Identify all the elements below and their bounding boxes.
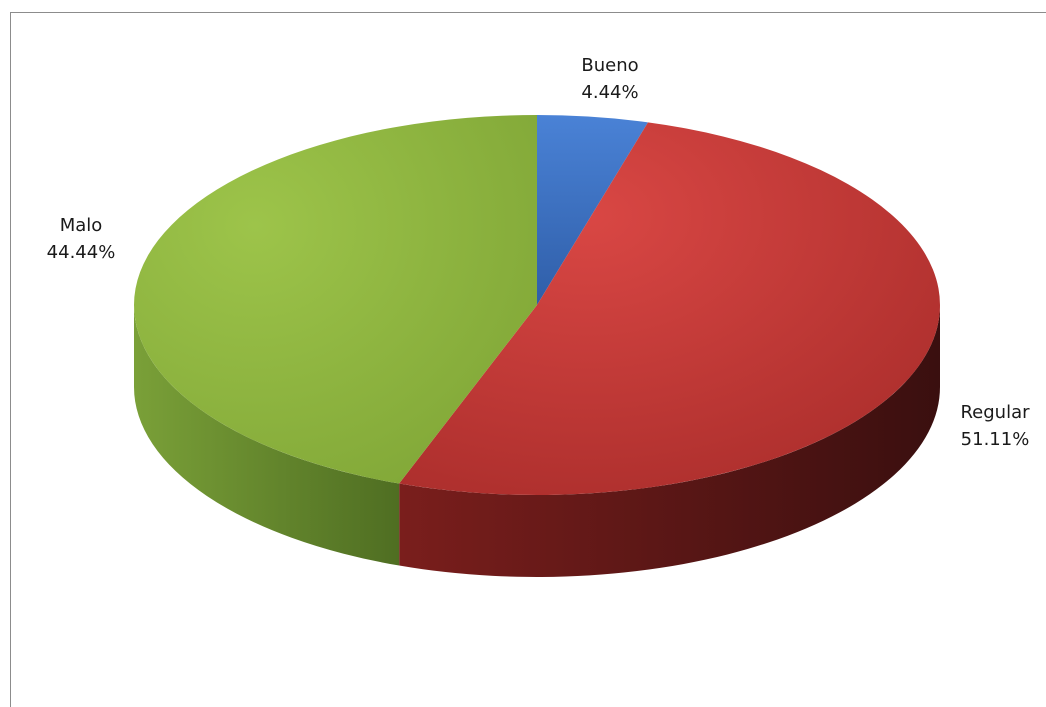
pie-slice-malo <box>133 115 538 484</box>
pie-side-malo <box>134 305 400 566</box>
data-label-bueno-name: Bueno <box>581 55 638 76</box>
pie-slice-regular <box>399 122 940 495</box>
data-label-malo-value: 44.44% <box>47 242 116 263</box>
pie-side-regular <box>399 305 940 577</box>
data-label-regular-name: Regular <box>960 402 1030 423</box>
data-label-malo-name: Malo <box>60 215 103 236</box>
pie-slice-bueno <box>537 115 648 305</box>
data-label-bueno-value: 4.44% <box>581 82 638 103</box>
data-label-regular-value: 51.11% <box>961 429 1030 450</box>
